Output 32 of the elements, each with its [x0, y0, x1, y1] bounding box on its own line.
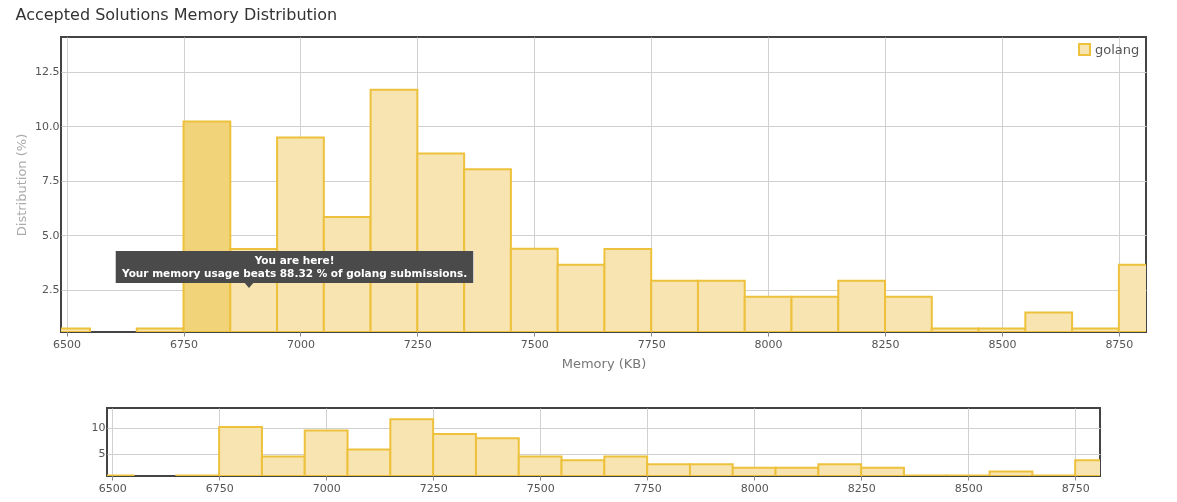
y-tick-label: 5 [98, 447, 106, 460]
x-tick-label: 6500 [53, 337, 82, 351]
x-tick-label: 6750 [170, 337, 199, 351]
x-tick-label: 8250 [847, 481, 876, 495]
x-tick-label: 8250 [871, 337, 900, 351]
x-tick-label: 7750 [633, 481, 662, 495]
x-tick-label: 8000 [754, 337, 783, 351]
y-tick-label: 10.0 [35, 119, 60, 133]
x-tick-label: 7500 [526, 481, 555, 495]
y-axis-title: Distribution (%) [14, 133, 30, 237]
x-tick-label: 8500 [988, 337, 1017, 351]
y-tick-label: 12.5 [35, 65, 60, 79]
y-tick-label: 10 [91, 421, 106, 435]
x-tick-label: 8750 [1105, 337, 1134, 351]
x-tick-label: 6500 [98, 481, 127, 495]
x-tick-label: 8750 [1061, 481, 1090, 495]
y-tick-label: 5.0 [42, 228, 60, 242]
x-tick-label: 7500 [520, 337, 549, 351]
y-tick-label: 7.5 [42, 174, 60, 188]
chart-title: Accepted Solutions Memory Distribution [15, 5, 338, 24]
x-tick-label: 7250 [403, 337, 432, 351]
x-tick-label: 7000 [312, 481, 341, 495]
x-tick-label: 7750 [637, 337, 666, 351]
legend-label: golang [1095, 41, 1140, 57]
x-tick-label: 8000 [740, 481, 769, 495]
x-axis-title: Memory (KB) [561, 355, 647, 371]
annotation: You are here! Your memory usage beats 88.32 % of golang submissions. [115, 251, 475, 283]
y-tick-label: 2.5 [42, 283, 60, 297]
x-tick-label: 8500 [954, 481, 983, 495]
x-tick-label: 7250 [419, 481, 448, 495]
x-tick-label: 7000 [286, 337, 315, 351]
x-tick-label: 6750 [205, 481, 234, 495]
